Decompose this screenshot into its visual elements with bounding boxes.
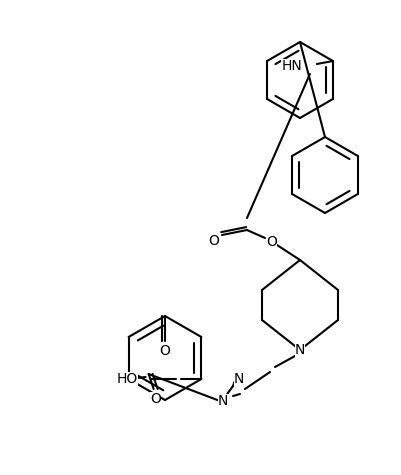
- Text: O: O: [209, 234, 219, 248]
- Text: O: O: [160, 344, 170, 358]
- Text: HN: HN: [281, 59, 302, 73]
- Text: N: N: [218, 394, 228, 408]
- Text: HO: HO: [117, 372, 138, 386]
- Text: N: N: [295, 343, 305, 357]
- Text: O: O: [267, 235, 277, 249]
- Text: O: O: [150, 392, 161, 406]
- Text: N: N: [234, 372, 244, 386]
